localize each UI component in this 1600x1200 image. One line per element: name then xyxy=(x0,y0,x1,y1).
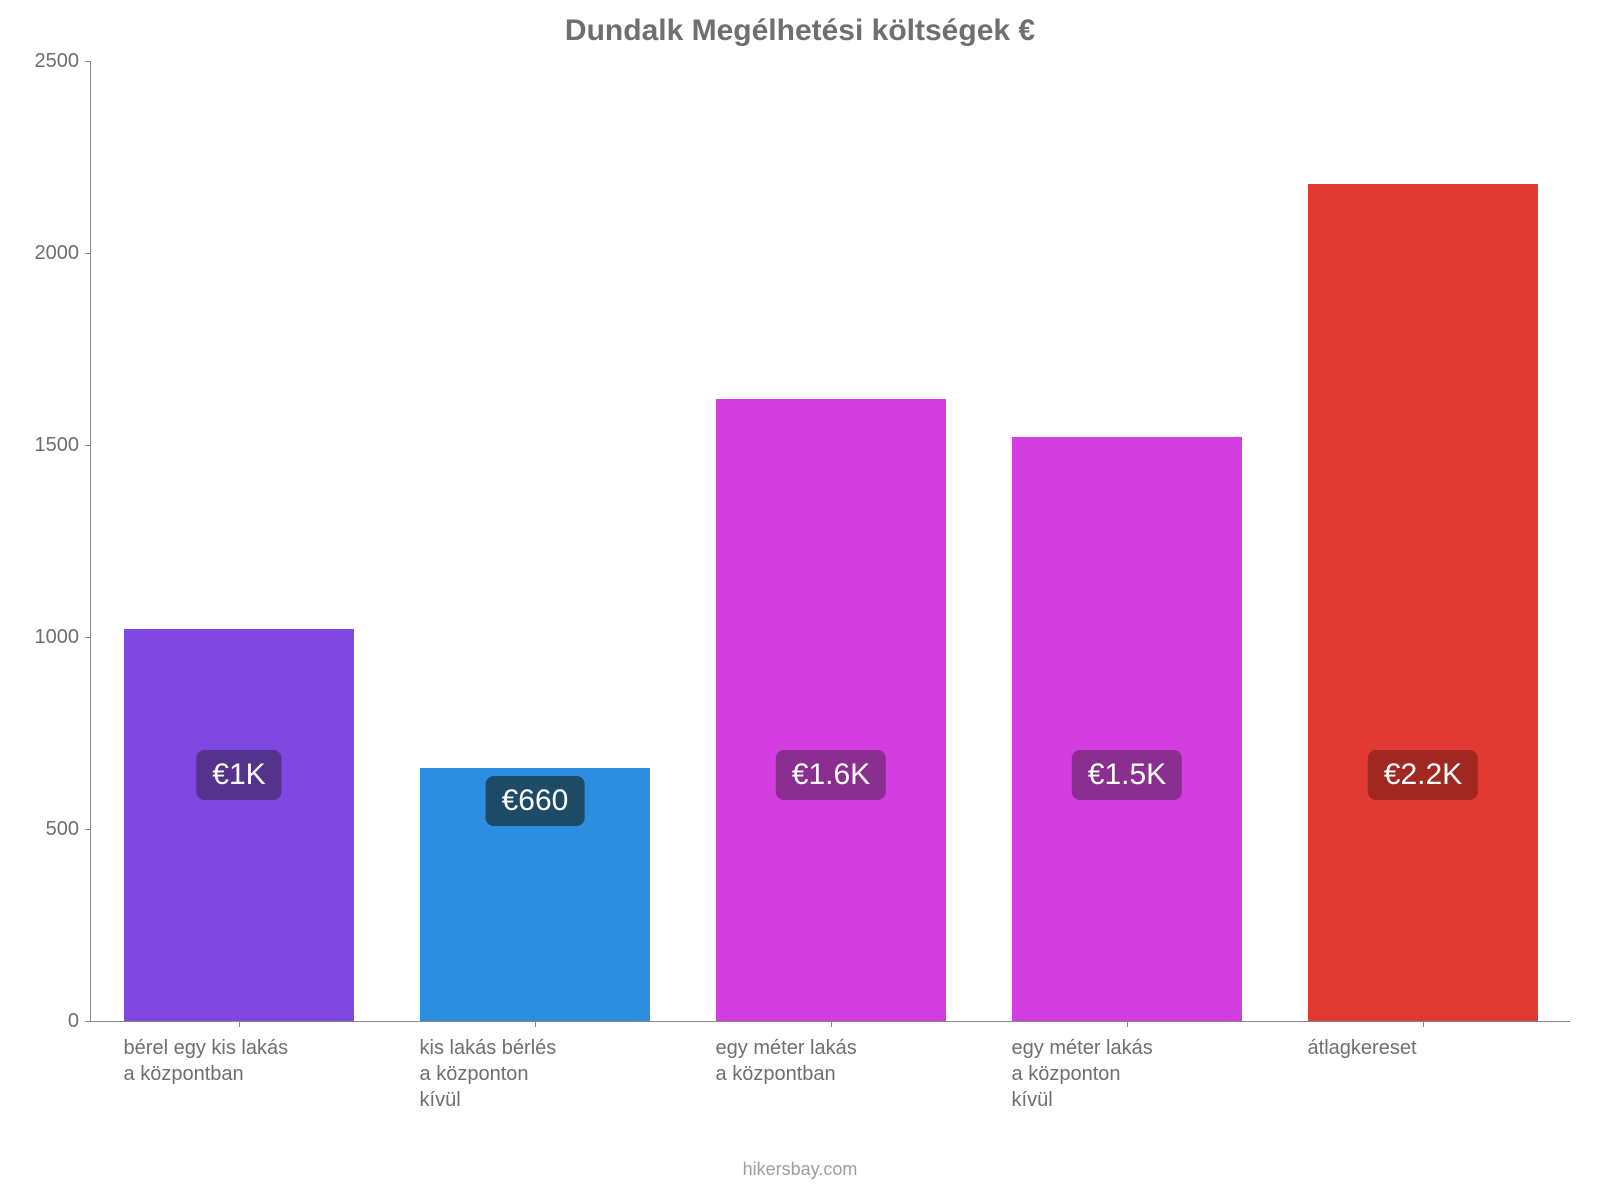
chart-title: Dundalk Megélhetési költségek € xyxy=(0,14,1600,48)
x-tick-mark xyxy=(831,1021,832,1027)
plot-area: 05001000150020002500€1Kbérel egy kis lak… xyxy=(90,62,1570,1022)
y-tick-mark xyxy=(85,253,91,254)
y-tick-mark xyxy=(85,1021,91,1022)
bar: €1K xyxy=(124,629,355,1021)
y-tick-mark xyxy=(85,637,91,638)
y-tick-label: 0 xyxy=(21,1010,79,1033)
x-label: bérel egy kis lakás a központban xyxy=(124,1035,355,1087)
x-tick-mark xyxy=(1127,1021,1128,1027)
y-tick-mark xyxy=(85,829,91,830)
bar: €1.6K xyxy=(716,399,947,1021)
value-badge: €1.5K xyxy=(1072,750,1182,800)
bar: €2.2K xyxy=(1308,184,1539,1021)
y-tick-mark xyxy=(85,445,91,446)
x-label: kis lakás bérlés a központon kívül xyxy=(420,1035,651,1113)
value-badge: €1K xyxy=(196,750,281,800)
bar: €660 xyxy=(420,768,651,1021)
x-tick-mark xyxy=(535,1021,536,1027)
x-label: átlagkereset xyxy=(1308,1035,1539,1061)
value-badge: €660 xyxy=(486,776,585,826)
y-tick-label: 1000 xyxy=(21,626,79,649)
bar-chart: Dundalk Megélhetési költségek € 05001000… xyxy=(0,0,1600,1200)
chart-footer: hikersbay.com xyxy=(0,1159,1600,1180)
y-tick-label: 500 xyxy=(21,818,79,841)
x-tick-mark xyxy=(1423,1021,1424,1027)
x-label: egy méter lakás a központban xyxy=(716,1035,947,1087)
bar: €1.5K xyxy=(1012,437,1243,1021)
x-label: egy méter lakás a központon kívül xyxy=(1012,1035,1243,1113)
value-badge: €2.2K xyxy=(1368,750,1478,800)
value-badge: €1.6K xyxy=(776,750,886,800)
y-tick-label: 1500 xyxy=(21,434,79,457)
y-tick-label: 2500 xyxy=(21,50,79,73)
x-tick-mark xyxy=(239,1021,240,1027)
y-tick-label: 2000 xyxy=(21,242,79,265)
y-tick-mark xyxy=(85,61,91,62)
